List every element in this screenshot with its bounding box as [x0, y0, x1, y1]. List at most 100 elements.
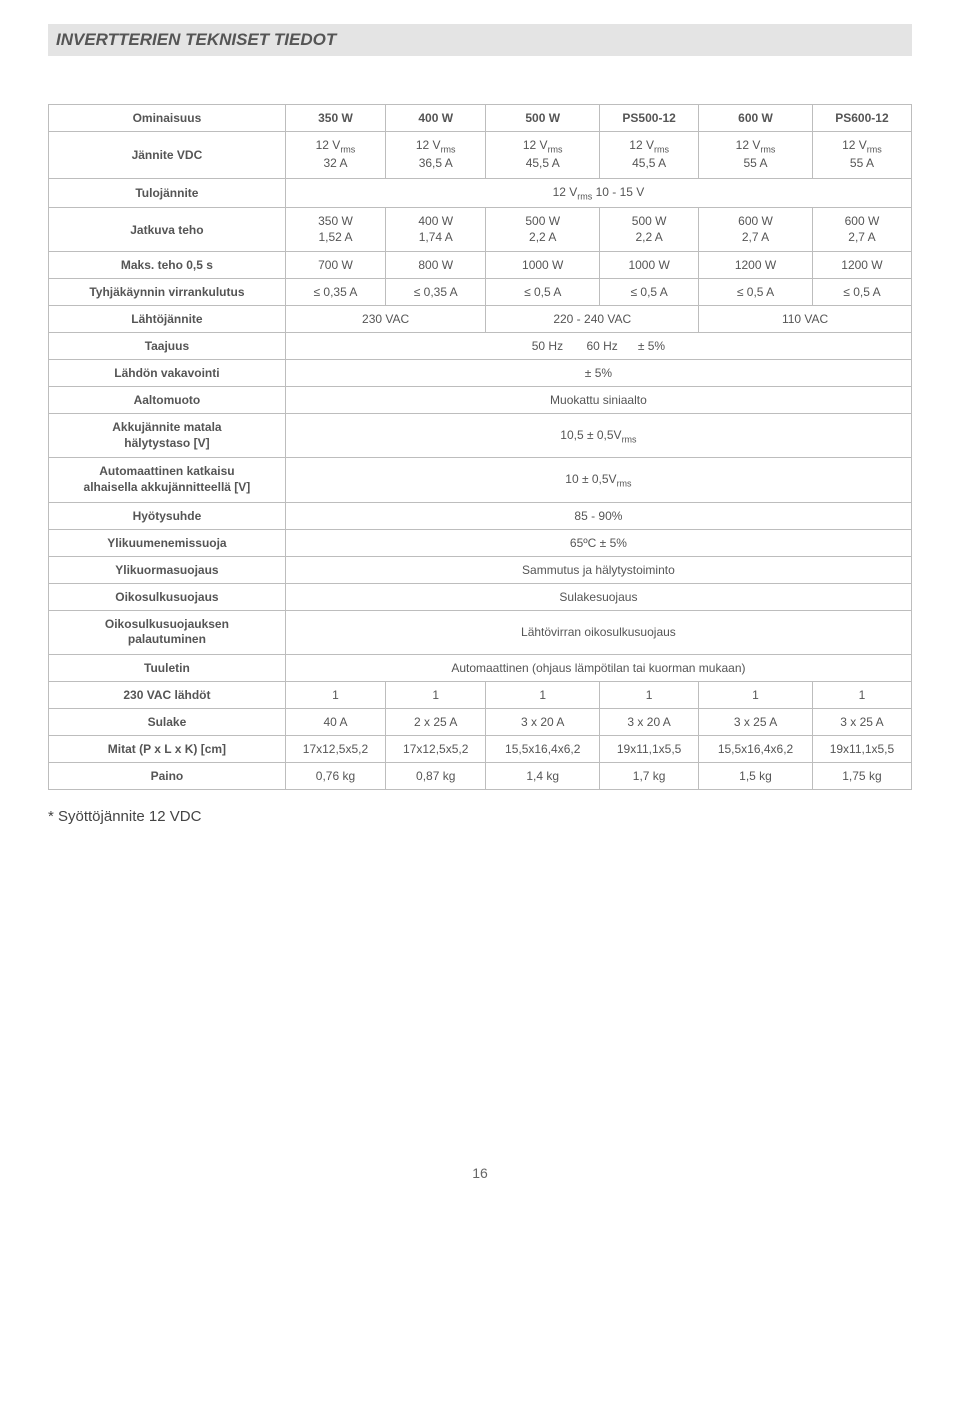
- section-title: INVERTTERIEN TEKNISET TIEDOT: [48, 24, 912, 56]
- row-aaltomuoto: Aaltomuoto Muokattu siniaalto: [49, 387, 912, 414]
- row-taajuus: Taajuus 50 Hz 60 Hz ± 5%: [49, 333, 912, 360]
- cell: 65ºC ± 5%: [285, 529, 911, 556]
- footnote: * Syöttöjännite 12 VDC: [48, 808, 912, 825]
- cell: Muokattu siniaalto: [285, 387, 911, 414]
- cell: 12 Vrms 10 - 15 V: [285, 178, 911, 207]
- row-hyotysuhde: Hyötysuhde 85 - 90%: [49, 502, 912, 529]
- label-ylikuumenemis: Ylikuumenemissuoja: [49, 529, 286, 556]
- cell: 1: [285, 681, 385, 708]
- cell: 500 W2,2 A: [600, 208, 699, 252]
- cell: 1: [600, 681, 699, 708]
- label-vakavointi: Lähdön vakavointi: [49, 360, 286, 387]
- cell: 400 W1,74 A: [386, 208, 486, 252]
- row-paino: Paino 0,76 kg 0,87 kg 1,4 kg 1,7 kg 1,5 …: [49, 762, 912, 789]
- cell: 50 Hz 60 Hz ± 5%: [285, 333, 911, 360]
- label-sulake: Sulake: [49, 708, 286, 735]
- cell: 10 ± 0,5Vrms: [285, 458, 911, 502]
- header-600w: 600 W: [699, 105, 813, 132]
- cell: 1200 W: [699, 252, 813, 279]
- cell: 1: [386, 681, 486, 708]
- page-number: 16: [48, 1165, 912, 1181]
- cell: 17x12,5x5,2: [285, 735, 385, 762]
- header-400w: 400 W: [386, 105, 486, 132]
- cell: 15,5x16,4x6,2: [486, 735, 600, 762]
- row-vakavointi: Lähdön vakavointi ± 5%: [49, 360, 912, 387]
- header-ps500: PS500-12: [600, 105, 699, 132]
- cell: ≤ 0,5 A: [699, 279, 813, 306]
- table-header-row: Ominaisuus 350 W 400 W 500 W PS500-12 60…: [49, 105, 912, 132]
- cell: 10,5 ± 0,5Vrms: [285, 414, 911, 458]
- row-lahtojannite: Lähtöjännite 230 VAC 220 - 240 VAC 110 V…: [49, 306, 912, 333]
- label-230vac: 230 VAC lähdöt: [49, 681, 286, 708]
- cell: ≤ 0,35 A: [285, 279, 385, 306]
- row-ylikuumenemis: Ylikuumenemissuoja 65ºC ± 5%: [49, 529, 912, 556]
- row-tyhja: Tyhjäkäynnin virrankulutus ≤ 0,35 A ≤ 0,…: [49, 279, 912, 306]
- label-akkujannite-matala: Akkujännite matalahälytystaso [V]: [49, 414, 286, 458]
- row-jatkuva-teho: Jatkuva teho 350 W1,52 A 400 W1,74 A 500…: [49, 208, 912, 252]
- cell: ≤ 0,5 A: [486, 279, 600, 306]
- cell: ≤ 0,35 A: [386, 279, 486, 306]
- cell: 19x11,1x5,5: [812, 735, 911, 762]
- row-auto-katkaisu: Automaattinen katkaisualhaisella akkujän…: [49, 458, 912, 502]
- label-oikosulku-palautuminen: Oikosulkusuojauksenpalautuminen: [49, 610, 286, 654]
- row-maks-teho: Maks. teho 0,5 s 700 W 800 W 1000 W 1000…: [49, 252, 912, 279]
- cell: ± 5%: [285, 360, 911, 387]
- label-tyhja: Tyhjäkäynnin virrankulutus: [49, 279, 286, 306]
- cell: 12 Vrms45,5 A: [486, 132, 600, 179]
- cell: 2 x 25 A: [386, 708, 486, 735]
- cell: 500 W2,2 A: [486, 208, 600, 252]
- label-ylikuorma: Ylikuormasuojaus: [49, 556, 286, 583]
- spec-table: Ominaisuus 350 W 400 W 500 W PS500-12 60…: [48, 104, 912, 790]
- cell: 1000 W: [600, 252, 699, 279]
- header-500w: 500 W: [486, 105, 600, 132]
- row-tulojannite: Tulojännite 12 Vrms 10 - 15 V: [49, 178, 912, 207]
- cell: 1: [699, 681, 813, 708]
- row-sulake: Sulake 40 A 2 x 25 A 3 x 20 A 3 x 20 A 3…: [49, 708, 912, 735]
- cell: 12 Vrms45,5 A: [600, 132, 699, 179]
- cell: 350 W1,52 A: [285, 208, 385, 252]
- header-ominaisuus: Ominaisuus: [49, 105, 286, 132]
- cell: 1000 W: [486, 252, 600, 279]
- cell: 600 W2,7 A: [812, 208, 911, 252]
- label-jatkuva-teho: Jatkuva teho: [49, 208, 286, 252]
- cell: 17x12,5x5,2: [386, 735, 486, 762]
- cell: 600 W2,7 A: [699, 208, 813, 252]
- cell: Lähtövirran oikosulkusuojaus: [285, 610, 911, 654]
- label-aaltomuoto: Aaltomuoto: [49, 387, 286, 414]
- cell: 0,87 kg: [386, 762, 486, 789]
- label-tulojannite: Tulojännite: [49, 178, 286, 207]
- row-oikosulku-palautuminen: Oikosulkusuojauksenpalautuminen Lähtövir…: [49, 610, 912, 654]
- cell: Sammutus ja hälytystoiminto: [285, 556, 911, 583]
- row-tuuletin: Tuuletin Automaattinen (ohjaus lämpötila…: [49, 654, 912, 681]
- cell: 1,75 kg: [812, 762, 911, 789]
- label-taajuus: Taajuus: [49, 333, 286, 360]
- cell: 85 - 90%: [285, 502, 911, 529]
- label-lahtojannite: Lähtöjännite: [49, 306, 286, 333]
- cell: Sulakesuojaus: [285, 583, 911, 610]
- cell: 3 x 25 A: [699, 708, 813, 735]
- cell: 1200 W: [812, 252, 911, 279]
- cell: 19x11,1x5,5: [600, 735, 699, 762]
- label-jannite-vdc: Jännite VDC: [49, 132, 286, 179]
- cell: 1,7 kg: [600, 762, 699, 789]
- label-paino: Paino: [49, 762, 286, 789]
- cell: 12 Vrms32 A: [285, 132, 385, 179]
- label-mitat: Mitat (P x L x K) [cm]: [49, 735, 286, 762]
- label-hyotysuhde: Hyötysuhde: [49, 502, 286, 529]
- cell: 3 x 20 A: [600, 708, 699, 735]
- cell: Automaattinen (ohjaus lämpötilan tai kuo…: [285, 654, 911, 681]
- cell: ≤ 0,5 A: [812, 279, 911, 306]
- cell: 12 Vrms36,5 A: [386, 132, 486, 179]
- header-ps600: PS600-12: [812, 105, 911, 132]
- row-mitat: Mitat (P x L x K) [cm] 17x12,5x5,2 17x12…: [49, 735, 912, 762]
- cell: 12 Vrms55 A: [812, 132, 911, 179]
- cell: 15,5x16,4x6,2: [699, 735, 813, 762]
- cell: 40 A: [285, 708, 385, 735]
- row-akkujannite-matala: Akkujännite matalahälytystaso [V] 10,5 ±…: [49, 414, 912, 458]
- cell: 1,4 kg: [486, 762, 600, 789]
- cell: 230 VAC: [285, 306, 486, 333]
- label-maks-teho: Maks. teho 0,5 s: [49, 252, 286, 279]
- cell: 0,76 kg: [285, 762, 385, 789]
- cell: 1,5 kg: [699, 762, 813, 789]
- cell: 1: [486, 681, 600, 708]
